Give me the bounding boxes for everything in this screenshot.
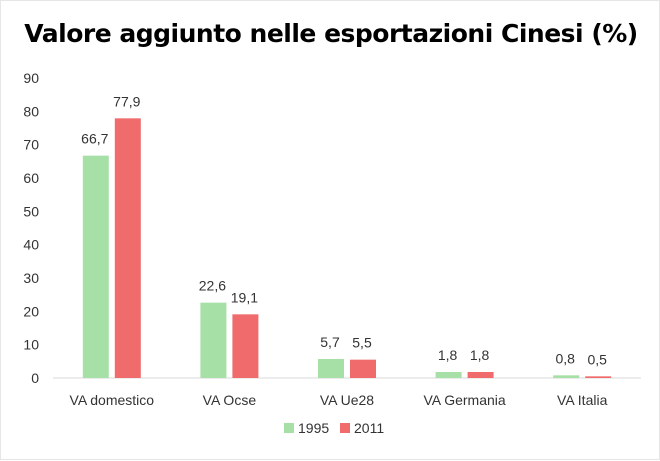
data-label-2011: 77,9 <box>113 93 140 109</box>
y-tick-label: 20 <box>23 303 39 319</box>
legend-swatch-1995 <box>284 423 294 433</box>
x-axis: VA domestico VA Ocse VA Ue28 VA Germania VA … <box>70 392 608 408</box>
y-tick-label: 80 <box>23 103 39 119</box>
data-label-2011: 5,5 <box>352 335 372 351</box>
data-labels-group: 66,7 77,9 22,6 19,1 5,7 5,5 1,8 1,8 0,8 0,5 <box>81 93 607 367</box>
data-label-1995: 66,7 <box>81 131 108 147</box>
bar-1995 <box>435 372 462 378</box>
y-tick-label: 90 <box>23 70 39 86</box>
x-tick-label: VA domestico <box>70 392 155 408</box>
data-label-2011: 0,5 <box>587 351 607 367</box>
legend-label-1995: 1995 <box>298 420 329 436</box>
legend-swatch-2011 <box>340 423 350 433</box>
bar-2011 <box>585 376 612 378</box>
legend-label-2011: 2011 <box>354 420 384 436</box>
bar-2011 <box>350 359 376 378</box>
bar-1995 <box>200 302 227 378</box>
y-tick-label: 40 <box>23 237 39 253</box>
y-tick-label: 30 <box>23 270 39 286</box>
x-tick-label: VA Ue28 <box>320 392 374 408</box>
data-label-2011: 19,1 <box>231 289 258 305</box>
data-label-1995: 0,8 <box>555 350 575 366</box>
bar-1995 <box>318 359 344 378</box>
data-label-1995: 22,6 <box>199 278 226 294</box>
chart-title: Valore aggiunto nelle esportazioni Cines… <box>24 19 638 48</box>
y-tick-label: 60 <box>23 170 39 186</box>
legend: 1995 2011 <box>284 420 384 436</box>
x-tick-label: VA Germania <box>423 392 505 408</box>
bars-group <box>82 118 612 378</box>
y-tick-label: 50 <box>23 203 39 219</box>
y-tick-label: 0 <box>31 370 39 386</box>
y-tick-label: 70 <box>23 137 39 153</box>
y-tick-label: 10 <box>23 337 39 353</box>
bar-1995 <box>82 155 109 378</box>
data-label-1995: 1,8 <box>438 347 458 363</box>
bar-2011 <box>114 118 141 378</box>
bar-1995 <box>553 375 580 378</box>
bar-2011 <box>467 372 494 378</box>
data-label-2011: 1,8 <box>470 347 490 363</box>
bar-2011 <box>232 314 259 378</box>
data-label-1995: 5,7 <box>320 334 340 350</box>
y-axis: 0 10 20 30 40 50 60 70 80 90 <box>23 70 39 386</box>
x-tick-label: VA Ocse <box>203 392 257 408</box>
x-tick-label: VA Italia <box>557 392 608 408</box>
